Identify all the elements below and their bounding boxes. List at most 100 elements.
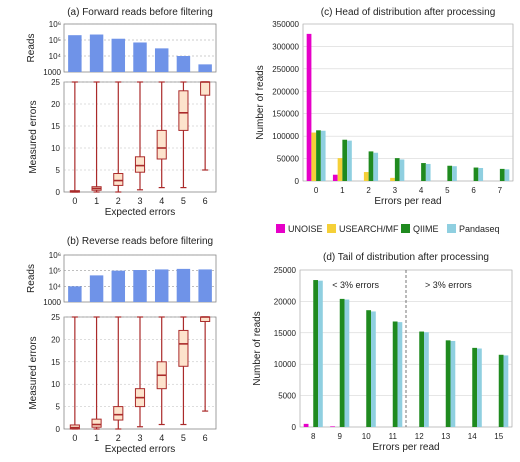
- legend-label-pandaseq: Pandaseq: [459, 224, 500, 234]
- y-axis-label-a-box: Measured errors: [28, 100, 39, 173]
- plot-area-c: [302, 23, 514, 182]
- chart-title-a: (a) Forward reads before filtering: [67, 7, 213, 18]
- x-tick-label-c: 5: [445, 186, 450, 195]
- bar-a-3: [133, 42, 147, 72]
- y-tick-label-a: 10⁵: [49, 36, 61, 45]
- bar-d-pandaseq-14: [477, 348, 482, 427]
- bar-c-usearchmf-1: [337, 158, 343, 181]
- box-a-box-5: [178, 90, 189, 131]
- x-tick-label-c: 1: [340, 186, 345, 195]
- y-tick-label-c: 150000: [272, 110, 299, 119]
- bar-a-1: [89, 34, 104, 72]
- y-tick-label-b-box: 20: [51, 335, 60, 344]
- bar-d-pandaseq-15: [503, 355, 509, 427]
- y-tick-label-d: 20000: [274, 297, 297, 306]
- bar-c-pandaseq-2: [373, 152, 379, 181]
- legend-label-qiime: QIIME: [413, 224, 439, 234]
- x-tick-label-d: 10: [362, 432, 371, 441]
- x-tick-label-a-box: 3: [137, 196, 142, 206]
- box-a-box-6: [200, 81, 211, 96]
- y-tick-label-a: 1000: [43, 68, 61, 77]
- box-a-box-2: [113, 173, 124, 186]
- x-tick-label-d: 8: [311, 432, 316, 441]
- annotation-below-3pct: < 3% errors: [332, 280, 379, 290]
- bar-d-unoise-8: [303, 423, 309, 427]
- x-tick-label-b-box: 3: [137, 433, 142, 443]
- x-axis-label-a-box: Expected errors: [105, 207, 176, 218]
- legend-swatch-qiime: [401, 224, 410, 233]
- legend-swatch-usearchmf: [327, 224, 336, 233]
- x-tick-label-c: 6: [471, 186, 476, 195]
- bar-c-qiime-1: [342, 139, 348, 181]
- x-axis-label-c: Errors per read: [374, 196, 441, 207]
- x-tick-label-a-box: 6: [203, 196, 208, 206]
- x-tick-label-b-box: 5: [181, 433, 186, 443]
- bar-c-usearchmf-2: [363, 172, 369, 181]
- legend-swatch-pandaseq: [447, 224, 456, 233]
- legend-swatch-unoise: [276, 224, 285, 233]
- bar-d-qiime-13: [445, 340, 451, 427]
- y-tick-label-a-box: 15: [51, 122, 60, 131]
- bar-c-qiime-0: [316, 130, 321, 181]
- bar-a-6: [198, 64, 212, 72]
- bar-d-qiime-11: [392, 321, 398, 427]
- x-tick-label-b-box: 1: [94, 433, 99, 443]
- legend-label-usearchmf: USEARCH/MF: [339, 224, 399, 234]
- y-tick-label-b: 10⁵: [49, 267, 61, 276]
- bar-a-0: [68, 35, 82, 72]
- bar-c-usearchmf-3: [390, 177, 395, 181]
- x-tick-label-c: 0: [314, 186, 319, 195]
- bar-c-unoise-1: [332, 174, 338, 181]
- bar-c-pandaseq-5: [452, 166, 457, 181]
- y-tick-label-c: 250000: [272, 65, 299, 74]
- y-axis-label-b-box: Measured errors: [28, 336, 39, 409]
- y-axis-label-c: Number of reads: [255, 65, 266, 139]
- bar-c-unoise-0: [306, 33, 312, 181]
- x-axis-label-b-box: Expected errors: [105, 444, 176, 455]
- box-a-box-4: [156, 129, 167, 160]
- bar-d-pandaseq-10: [371, 311, 376, 427]
- x-tick-label-a-box: 4: [159, 196, 164, 206]
- bar-c-qiime-5: [447, 165, 453, 181]
- y-tick-label-b-box: 5: [56, 403, 61, 412]
- x-tick-label-d: 14: [468, 432, 477, 441]
- y-tick-label-a-box: 0: [56, 188, 61, 197]
- x-tick-label-c: 4: [419, 186, 424, 195]
- x-tick-label-c: 3: [393, 186, 398, 195]
- y-tick-label-d: 10000: [274, 360, 297, 369]
- bar-d-pandaseq-11: [397, 322, 403, 427]
- x-tick-label-d: 11: [389, 432, 398, 441]
- bar-d-pandaseq-13: [450, 340, 456, 427]
- bar-d-qiime-8: [313, 280, 319, 427]
- bar-c-qiime-7: [499, 168, 505, 181]
- legend-label-unoise: UNOISE: [288, 224, 323, 234]
- bar-d-pandaseq-9: [344, 299, 350, 427]
- bar-c-pandaseq-3: [399, 159, 405, 181]
- x-tick-label-d: 12: [415, 432, 424, 441]
- bar-c-qiime-3: [394, 158, 400, 181]
- bar-c-qiime-4: [421, 163, 426, 181]
- annotation-above-3pct: > 3% errors: [425, 280, 472, 290]
- y-axis-label-b: Reads: [26, 264, 37, 293]
- y-tick-label-b-box: 10: [51, 380, 60, 389]
- x-tick-label-a-box: 2: [116, 196, 121, 206]
- y-tick-label-a-box: 5: [56, 166, 61, 175]
- bar-b-2: [111, 270, 126, 302]
- x-axis-label-d: Errors per read: [372, 442, 439, 453]
- bar-b-5: [176, 268, 191, 302]
- y-axis-label-d: Number of reads: [252, 311, 263, 385]
- y-tick-label-c: 300000: [272, 42, 299, 51]
- y-tick-label-b: 10⁶: [49, 251, 61, 260]
- x-tick-label-a-box: 0: [72, 196, 77, 206]
- bar-b-6: [198, 269, 212, 302]
- y-tick-label-c: 200000: [272, 87, 299, 96]
- bar-d-qiime-15: [498, 354, 504, 427]
- bar-c-pandaseq-1: [347, 140, 352, 181]
- bar-a-4: [154, 48, 169, 72]
- x-tick-label-a-box: 1: [94, 196, 99, 206]
- bar-c-qiime-6: [473, 167, 479, 181]
- bar-a-5: [176, 56, 191, 72]
- x-tick-label-d: 9: [338, 432, 343, 441]
- y-tick-label-b: 10⁴: [49, 282, 62, 291]
- box-a-box-3: [134, 156, 146, 173]
